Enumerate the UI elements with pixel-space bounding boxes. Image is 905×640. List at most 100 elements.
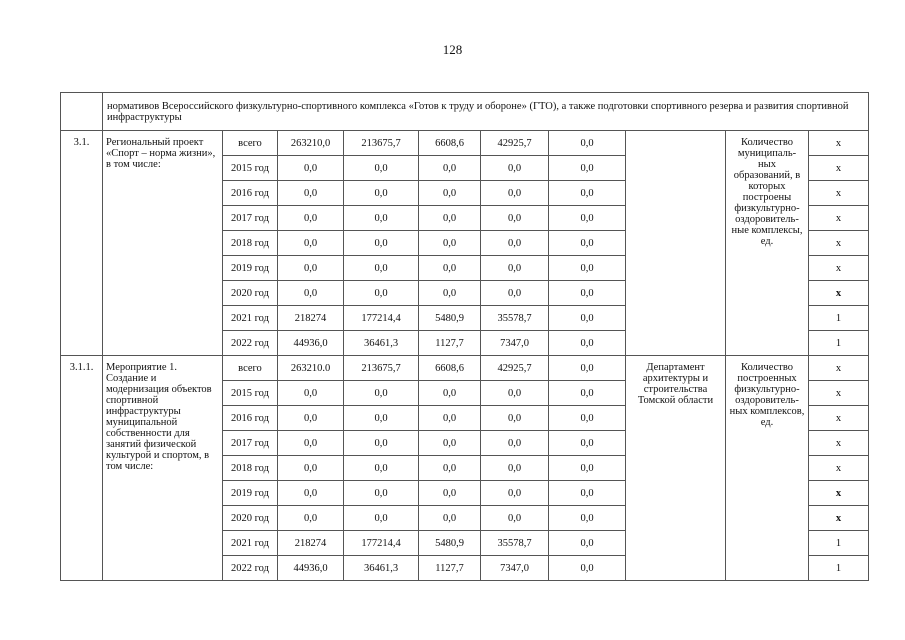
table-row: 3.1. Региональный проект «Спорт – норма ж…: [60, 130, 870, 356]
amount-cell: 0,0: [343, 430, 419, 456]
amount-cell: 0,0: [277, 380, 344, 406]
amount-cell: 213675,7: [343, 355, 419, 381]
header-text: нормативов Всероссийского физкультурно-с…: [101, 92, 870, 131]
section-number: 3.1.1.: [60, 355, 103, 581]
amount-cell: 0,0: [548, 455, 626, 481]
indicator-value-cell: x: [807, 205, 870, 231]
amount-cell: 0,0: [343, 455, 419, 481]
amount-cell: 0,0: [548, 205, 626, 231]
indicator-value-cell: 1: [807, 555, 870, 581]
indicator-value-cell: x: [807, 480, 870, 506]
table-row: 2022 год 44936,0 36461,3 1127,7 7347,0 0,0 1: [61, 555, 870, 581]
amount-cell: 1127,7: [418, 330, 481, 356]
indicator-value-cell: x: [807, 155, 870, 181]
indicator-value-cell: x: [807, 130, 870, 156]
period-cell: 2019 год: [222, 255, 278, 281]
amount-cell: 0,0: [548, 505, 626, 531]
amount-cell: 0,0: [480, 280, 549, 306]
amount-cell: 44936,0: [277, 555, 344, 581]
amount-cell: 0,0: [277, 505, 344, 531]
amount-cell: 0,0: [548, 530, 626, 556]
amount-cell: 0,0: [343, 180, 419, 206]
amount-cell: 36461,3: [343, 330, 419, 356]
amount-cell: 218274: [277, 530, 344, 556]
period-cell: 2021 год: [222, 530, 278, 556]
period-cell: всего: [222, 355, 278, 381]
amount-cell: 0,0: [480, 480, 549, 506]
period-cell: 2017 год: [222, 430, 278, 456]
section-name: Мероприятие 1. Создание и модернизация о…: [102, 355, 223, 581]
period-cell: 2022 год: [222, 330, 278, 356]
amount-cell: 0,0: [343, 280, 419, 306]
amount-cell: 0,0: [343, 505, 419, 531]
period-cell: всего: [222, 130, 278, 156]
amount-cell: 0,0: [343, 480, 419, 506]
amount-cell: 263210,0: [277, 130, 344, 156]
amount-cell: 0,0: [548, 380, 626, 406]
amount-cell: 7347,0: [480, 330, 549, 356]
amount-cell: 0,0: [418, 405, 481, 431]
amount-cell: 0,0: [418, 480, 481, 506]
section-name: Региональный проект «Спорт – норма жизни…: [102, 130, 223, 356]
indicator-value-cell: x: [807, 280, 870, 306]
amount-cell: 35578,7: [480, 305, 549, 331]
amount-cell: 0,0: [548, 130, 626, 156]
indicator-value-cell: x: [807, 255, 870, 281]
period-cell: 2015 год: [222, 380, 278, 406]
period-cell: 2016 год: [222, 180, 278, 206]
amount-cell: 0,0: [277, 405, 344, 431]
amount-cell: 263210.0: [277, 355, 344, 381]
amount-cell: 0,0: [480, 380, 549, 406]
table-row: 2020 год 0,0 0,0 0,0 0,0 0,0 x: [61, 505, 870, 531]
period-cell: 2015 год: [222, 155, 278, 181]
amount-cell: 0,0: [548, 230, 626, 256]
period-cell: 2017 год: [222, 205, 278, 231]
indicator-value-cell: x: [807, 505, 870, 531]
amount-cell: 0,0: [480, 430, 549, 456]
amount-cell: 0,0: [480, 155, 549, 181]
amount-cell: 0,0: [418, 180, 481, 206]
amount-cell: 0,0: [480, 505, 549, 531]
amount-cell: 0,0: [548, 255, 626, 281]
amount-cell: 0,0: [548, 430, 626, 456]
table-row: 2016 год 0,0 0,0 0,0 0,0 0,0 x: [61, 180, 870, 206]
amount-cell: 0,0: [277, 180, 344, 206]
page-number: 128: [442, 42, 463, 57]
amount-cell: 0,0: [548, 280, 626, 306]
amount-cell: 0,0: [480, 255, 549, 281]
period-cell: 2021 год: [222, 305, 278, 331]
period-cell: 2016 год: [222, 405, 278, 431]
amount-cell: 0,0: [548, 480, 626, 506]
period-cell: 2020 год: [222, 505, 278, 531]
period-cell: 2019 год: [222, 480, 278, 506]
indicator-value-cell: x: [807, 405, 870, 431]
amount-cell: 0,0: [343, 255, 419, 281]
amount-cell: 0,0: [343, 405, 419, 431]
amount-cell: 0,0: [277, 430, 344, 456]
amount-cell: 6608,6: [418, 130, 481, 156]
amount-cell: 0,0: [548, 405, 626, 431]
amount-cell: 218274: [277, 305, 344, 331]
amount-cell: 0,0: [548, 355, 626, 381]
amount-cell: 213675,7: [343, 130, 419, 156]
amount-cell: 0,0: [343, 205, 419, 231]
amount-cell: 6608,6: [418, 355, 481, 381]
amount-cell: 0,0: [418, 430, 481, 456]
period-cell: 2022 год: [222, 555, 278, 581]
amount-cell: 0,0: [277, 455, 344, 481]
amount-cell: 42925,7: [480, 130, 549, 156]
table-row: 2017 год 0,0 0,0 0,0 0,0 0,0 x: [61, 430, 870, 456]
amount-cell: 0,0: [418, 380, 481, 406]
header-number-cell: [60, 92, 103, 131]
amount-cell: 177214,4: [343, 530, 419, 556]
program-table: нормативов Всероссийского физкультурно-с…: [60, 92, 870, 581]
table-row: 2021 год 218274 177214,4 5480,9 35578,7 0,0 1: [61, 530, 870, 556]
indicator-value-cell: 1: [807, 305, 870, 331]
period-cell: 2020 год: [222, 280, 278, 306]
table-row: 2015 год 0,0 0,0 0,0 0,0 0,0 x: [61, 155, 870, 181]
table-row: 2021 год 218274 177214,4 5480,9 35578,7 0,0 1: [61, 305, 870, 331]
amount-cell: 36461,3: [343, 555, 419, 581]
amount-cell: 0,0: [548, 330, 626, 356]
table-row: 2019 год 0,0 0,0 0,0 0,0 0,0 x: [61, 480, 870, 506]
amount-cell: 0,0: [343, 380, 419, 406]
